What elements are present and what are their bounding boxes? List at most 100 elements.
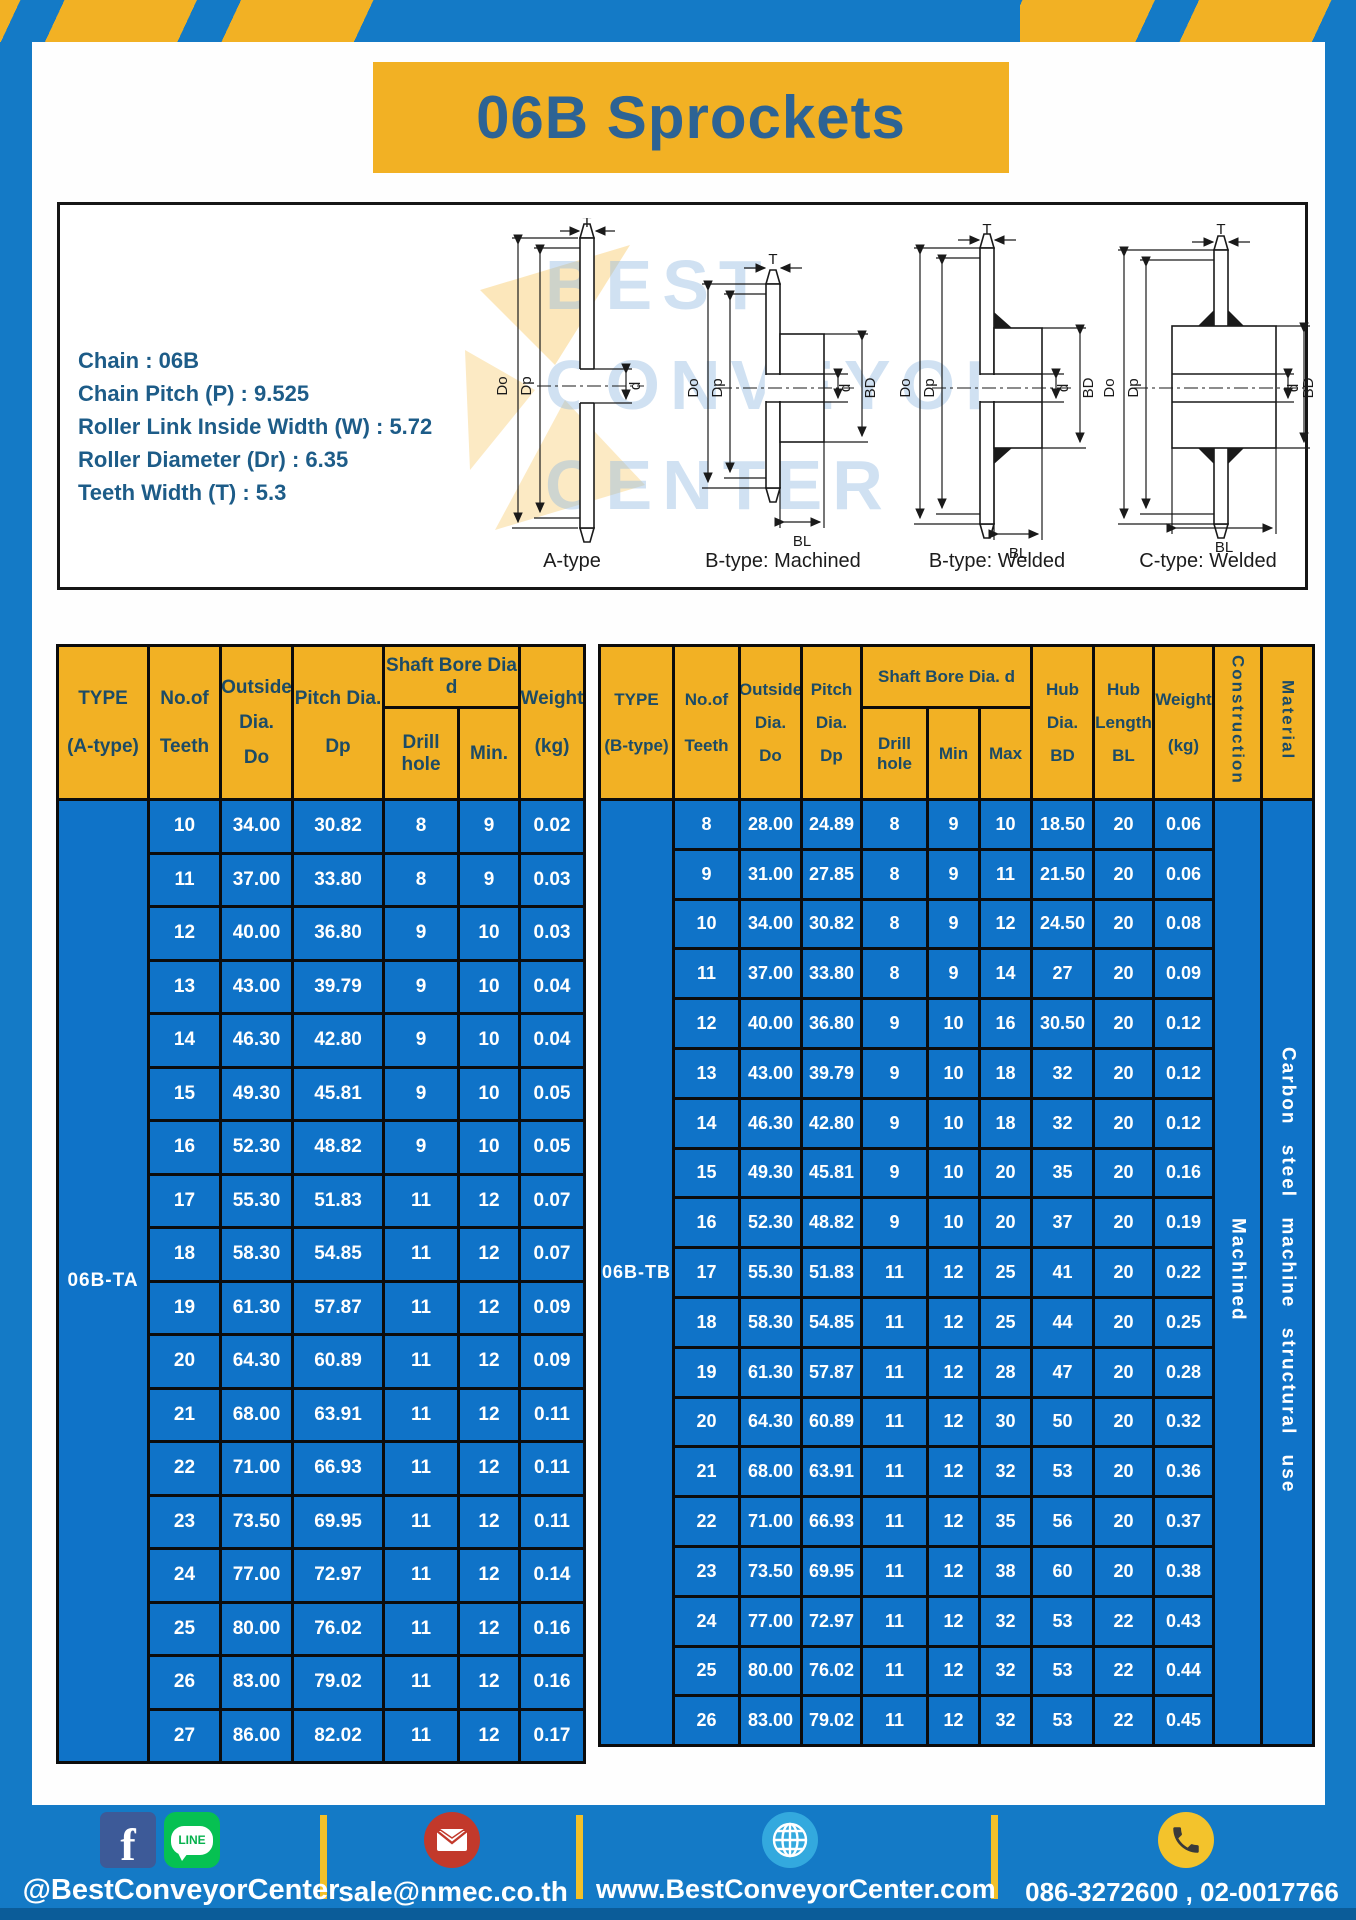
table-cell: 24: [147, 1547, 222, 1604]
table-cell: 10: [147, 798, 222, 855]
dim-label-t: T: [982, 222, 991, 238]
table-row: 19 61.30 57.87 11 12 0.09: [58, 1279, 586, 1336]
table-cell: 41: [1030, 1246, 1095, 1299]
table-cell: 45.81: [800, 1146, 863, 1200]
table-cell: 58.30: [738, 1295, 803, 1349]
table-cell: 0.16: [518, 1600, 586, 1657]
dim-label-bl: BL: [1215, 539, 1233, 556]
table-cell: 32: [1030, 1046, 1095, 1100]
table-cell: 48.82: [800, 1196, 863, 1250]
table-cell: 20: [672, 1395, 741, 1449]
table-cell: 18: [147, 1226, 222, 1283]
table-cell: 16: [978, 997, 1033, 1050]
diagram-label-b-welded: B-type: Welded: [928, 550, 1066, 572]
website-text[interactable]: www.BestConveyorCenter.com: [596, 1874, 996, 1904]
table-cell: 0.04: [518, 1012, 586, 1069]
table-cell: 20: [1092, 1345, 1155, 1399]
table-cell: 15: [147, 1065, 222, 1122]
table-cell: 11: [672, 947, 741, 1001]
table-cell: 12: [457, 1600, 521, 1657]
table-cell: 21.50: [1030, 847, 1095, 901]
social-handle-text[interactable]: @BestConveyorCenter: [22, 1874, 340, 1906]
table-cell: 30: [978, 1395, 1033, 1449]
table-cell: 19: [672, 1345, 741, 1399]
table-cell: 18.50: [1030, 798, 1095, 851]
table-row: 25 80.00 76.02 11 12 0.16: [58, 1600, 586, 1657]
table-cell: 10: [926, 1096, 981, 1150]
facebook-icon[interactable]: f: [100, 1812, 156, 1870]
table-cell: 24.50: [1030, 897, 1095, 951]
table-cell: 12: [672, 997, 741, 1050]
top-right-stripes: [1020, 0, 1356, 42]
col-group-shaft-bore: Shaft Bore Dia. d: [860, 644, 1033, 709]
table-cell: 30.82: [800, 897, 863, 951]
table-cell: 20: [1092, 1445, 1155, 1499]
table-row: 14 46.30 42.80 9 10 18 32 20 0.12: [600, 1096, 1314, 1150]
table-cell: 12: [457, 1493, 521, 1550]
col-header-outside-dia: Outside Dia. Do: [738, 644, 803, 801]
table-cell: 11: [382, 1226, 460, 1283]
col-header-min: Min: [926, 706, 981, 801]
table-cell: 33.80: [800, 947, 863, 1001]
line-bubble: LINE: [171, 1825, 213, 1861]
table-cell: 39.79: [291, 958, 385, 1015]
table-cell: 76.02: [800, 1644, 863, 1698]
table-row: 27 86.00 82.02 11 12 0.17: [58, 1707, 586, 1764]
table-row: 26 83.00 79.02 11 12 0.16: [58, 1654, 586, 1711]
table-cell: 80.00: [219, 1600, 294, 1657]
table-cell: 0.25: [1152, 1295, 1215, 1349]
table-cell: 72.97: [291, 1547, 385, 1604]
table-cell: 12: [926, 1246, 981, 1299]
table-cell: 66.93: [291, 1440, 385, 1497]
table-cell: 9: [860, 1096, 929, 1150]
table-cell: 39.79: [800, 1046, 863, 1100]
table-cell: 27: [147, 1707, 222, 1764]
a-table-body: 06B-TA 10 34.00 30.82 8 9 0.02 11 37.00 33.80 8 9 0.…: [56, 798, 586, 1764]
table-cell: 15: [672, 1146, 741, 1200]
spec-line: Chain : 06B: [78, 348, 200, 373]
table-row: 23 73.50 69.95 11 12 0.11: [58, 1493, 586, 1550]
table-row: 13 43.00 39.79 9 10 18 32 20 0.12: [600, 1046, 1314, 1100]
dim-label-dp: Dp: [1125, 378, 1142, 397]
table-row: 18 58.30 54.85 11 12 0.07: [58, 1226, 586, 1283]
table-cell: 21: [147, 1386, 222, 1443]
dim-label-dp: Dp: [921, 378, 938, 397]
table-cell: 11: [860, 1644, 929, 1698]
line-app-icon[interactable]: LINE: [164, 1812, 220, 1868]
table-cell: 25: [978, 1295, 1033, 1349]
table-row: 11 37.00 33.80 8 9 0.03: [58, 851, 586, 908]
footer-bar: [0, 1805, 1356, 1920]
table-cell: 50: [1030, 1395, 1095, 1449]
table-cell: 14: [147, 1012, 222, 1069]
table-cell: 14: [672, 1096, 741, 1150]
table-cell: 10: [457, 905, 521, 962]
diagram-label-b-machined: B-type: Machined: [705, 550, 861, 572]
table-cell: 12: [457, 1333, 521, 1390]
table-cell: 0.12: [1152, 1096, 1215, 1150]
table-cell: 11: [382, 1707, 460, 1764]
phone-numbers-text[interactable]: 086-3272600 , 02-0017766: [1025, 1877, 1339, 1907]
table-cell: 11: [860, 1345, 929, 1399]
table-cell: 0.12: [1152, 997, 1215, 1050]
email-icon[interactable]: [424, 1812, 480, 1868]
table-cell: 11: [978, 847, 1033, 901]
table-cell: 11: [860, 1295, 929, 1349]
table-cell: 0.11: [518, 1440, 586, 1497]
table-cell: 49.30: [738, 1146, 803, 1200]
table-cell: 61.30: [738, 1345, 803, 1399]
table-cell: 73.50: [219, 1493, 294, 1550]
col-header-pitch-dia: Pitch Dia. Dp: [800, 644, 863, 801]
table-cell: 45.81: [291, 1065, 385, 1122]
table-cell: 12: [457, 1547, 521, 1604]
table-cell: 13: [147, 958, 222, 1015]
email-text[interactable]: sale@nmec.co.th: [338, 1876, 568, 1907]
table-cell: 71.00: [219, 1440, 294, 1497]
table-cell: 46.30: [738, 1096, 803, 1150]
table-cell: 11: [147, 851, 222, 908]
table-cell: 38: [978, 1544, 1033, 1598]
table-cell: 21: [672, 1445, 741, 1499]
website-globe-icon[interactable]: [762, 1812, 818, 1868]
table-cell: 11: [382, 1386, 460, 1443]
phone-icon[interactable]: [1158, 1812, 1214, 1868]
